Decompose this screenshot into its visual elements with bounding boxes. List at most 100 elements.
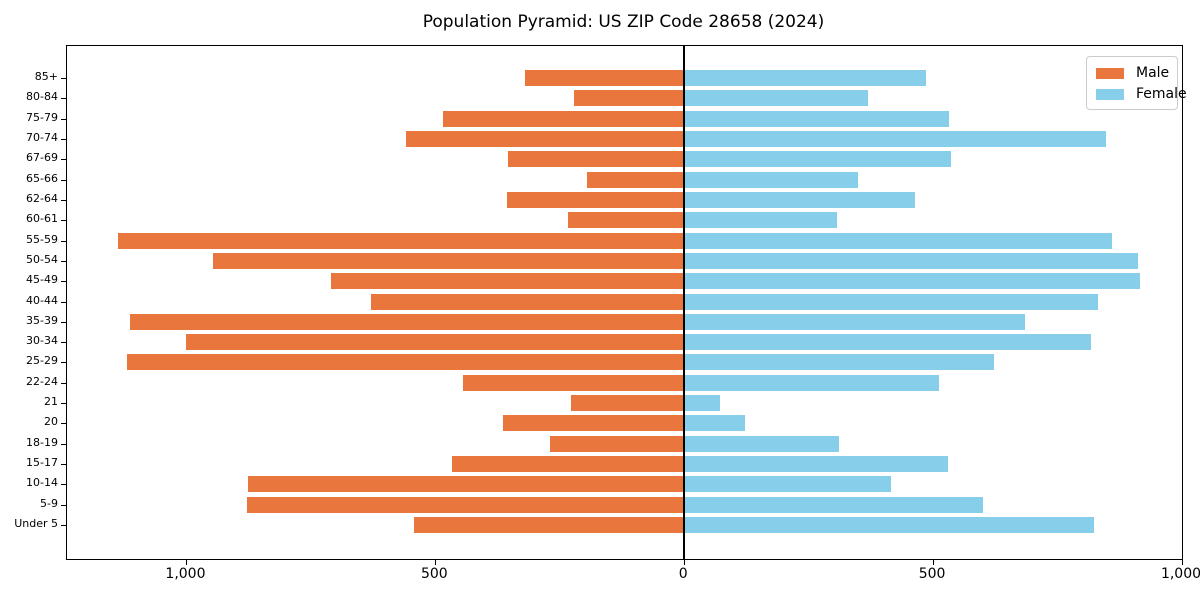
male-bar [442, 110, 685, 127]
female-bar [684, 334, 1091, 351]
y-axis-tick [61, 159, 66, 161]
y-axis-tick [61, 403, 66, 405]
y-axis-label: 45-49 [26, 273, 58, 287]
y-axis-label: 25-29 [26, 354, 58, 368]
y-axis-tick [61, 199, 66, 201]
y-axis-label: 15-17 [26, 456, 58, 470]
male-bar [406, 130, 685, 147]
y-axis-tick [61, 342, 66, 344]
male-bar [507, 191, 685, 208]
female-bar [684, 496, 983, 513]
y-axis-tick [61, 423, 66, 425]
male-bar [524, 70, 685, 86]
female-bar [684, 435, 839, 452]
y-axis-label: 55-59 [26, 232, 58, 246]
y-axis-tick [61, 281, 66, 283]
y-axis-tick [61, 443, 66, 445]
male-bar [247, 496, 685, 513]
male-bar [212, 252, 685, 269]
female-bar [684, 476, 892, 493]
male-bar [370, 293, 685, 310]
male-bar [331, 273, 685, 290]
female-bar [684, 151, 952, 168]
y-axis-tick [61, 179, 66, 181]
x-axis-tick [1182, 560, 1183, 565]
y-axis-tick [61, 484, 66, 486]
y-axis-label: 5-9 [40, 496, 58, 510]
y-axis-tick [61, 138, 66, 140]
female-bar [684, 374, 939, 391]
y-axis-label: Under 5 [14, 517, 58, 531]
plot-area: Male Female [61, 45, 1187, 565]
female-bar [684, 191, 915, 208]
male-bar [414, 517, 685, 534]
female-bar [684, 90, 869, 107]
male-bar [186, 334, 685, 351]
male-bar [549, 435, 685, 452]
y-axis-tick [61, 260, 66, 262]
x-axis-label: 0 [678, 566, 688, 582]
male-bar [508, 151, 685, 168]
female-bar [684, 232, 1113, 249]
y-axis-tick [61, 362, 66, 364]
y-axis-label: 40-44 [26, 293, 58, 307]
y-axis-tick [61, 220, 66, 222]
x-axis-label: 1,000 [165, 566, 206, 582]
y-axis-label: 22-24 [26, 374, 58, 388]
female-bar [684, 293, 1099, 310]
y-axis-label: 50-54 [26, 252, 58, 266]
x-axis-tick [684, 560, 686, 565]
y-axis-label: 75-79 [26, 110, 58, 124]
female-color-swatch [1096, 89, 1124, 100]
female-bar [684, 415, 745, 432]
female-bar [684, 130, 1107, 147]
chart-title: Population Pyramid: US ZIP Code 28658 (2… [422, 12, 825, 32]
legend-item-male: Male [1096, 65, 1177, 82]
female-bar [684, 212, 837, 229]
male-bar [573, 90, 685, 107]
legend-label-male: Male [1136, 65, 1170, 81]
y-axis-label: 20 [44, 415, 58, 429]
x-axis-label: 500 [420, 566, 448, 582]
y-axis-tick [61, 525, 66, 527]
y-axis-label: 21 [44, 395, 58, 409]
male-bar [452, 456, 685, 473]
female-bar [684, 273, 1140, 290]
female-bar [684, 110, 950, 127]
y-axis-tick [61, 382, 66, 384]
y-axis-label: 85+ [34, 70, 58, 83]
legend-label-female: Female [1136, 86, 1187, 102]
female-bar [684, 456, 949, 473]
female-bar [684, 395, 721, 412]
x-axis-tick [435, 560, 437, 565]
male-bar [568, 212, 685, 229]
y-axis-tick [61, 78, 66, 79]
male-bar [127, 354, 685, 371]
male-bar [117, 232, 685, 249]
y-axis-label: 70-74 [26, 130, 58, 144]
x-axis-label: 1,000 [1160, 566, 1200, 582]
y-axis-label: 60-61 [26, 212, 58, 226]
x-axis-tick [933, 560, 935, 565]
y-axis-label: 67-69 [26, 151, 58, 165]
y-axis-label: 65-66 [26, 171, 58, 185]
y-axis-label: 35-39 [26, 313, 58, 327]
male-bar [570, 395, 685, 412]
female-bar [684, 252, 1139, 269]
female-bar [684, 354, 994, 371]
y-axis-tick [61, 464, 66, 466]
male-bar [586, 171, 685, 188]
x-axis-tick [186, 560, 188, 565]
y-axis-label: 80-84 [26, 90, 58, 104]
y-axis-tick [61, 321, 66, 323]
male-bar [462, 374, 685, 391]
y-axis-tick [61, 118, 66, 120]
y-axis-tick [61, 98, 66, 100]
y-axis-tick [61, 301, 66, 303]
y-axis-tick [61, 240, 66, 242]
y-axis-label: 30-34 [26, 334, 58, 348]
female-bar [684, 517, 1095, 534]
female-bar [684, 313, 1026, 330]
male-color-swatch [1096, 68, 1124, 79]
